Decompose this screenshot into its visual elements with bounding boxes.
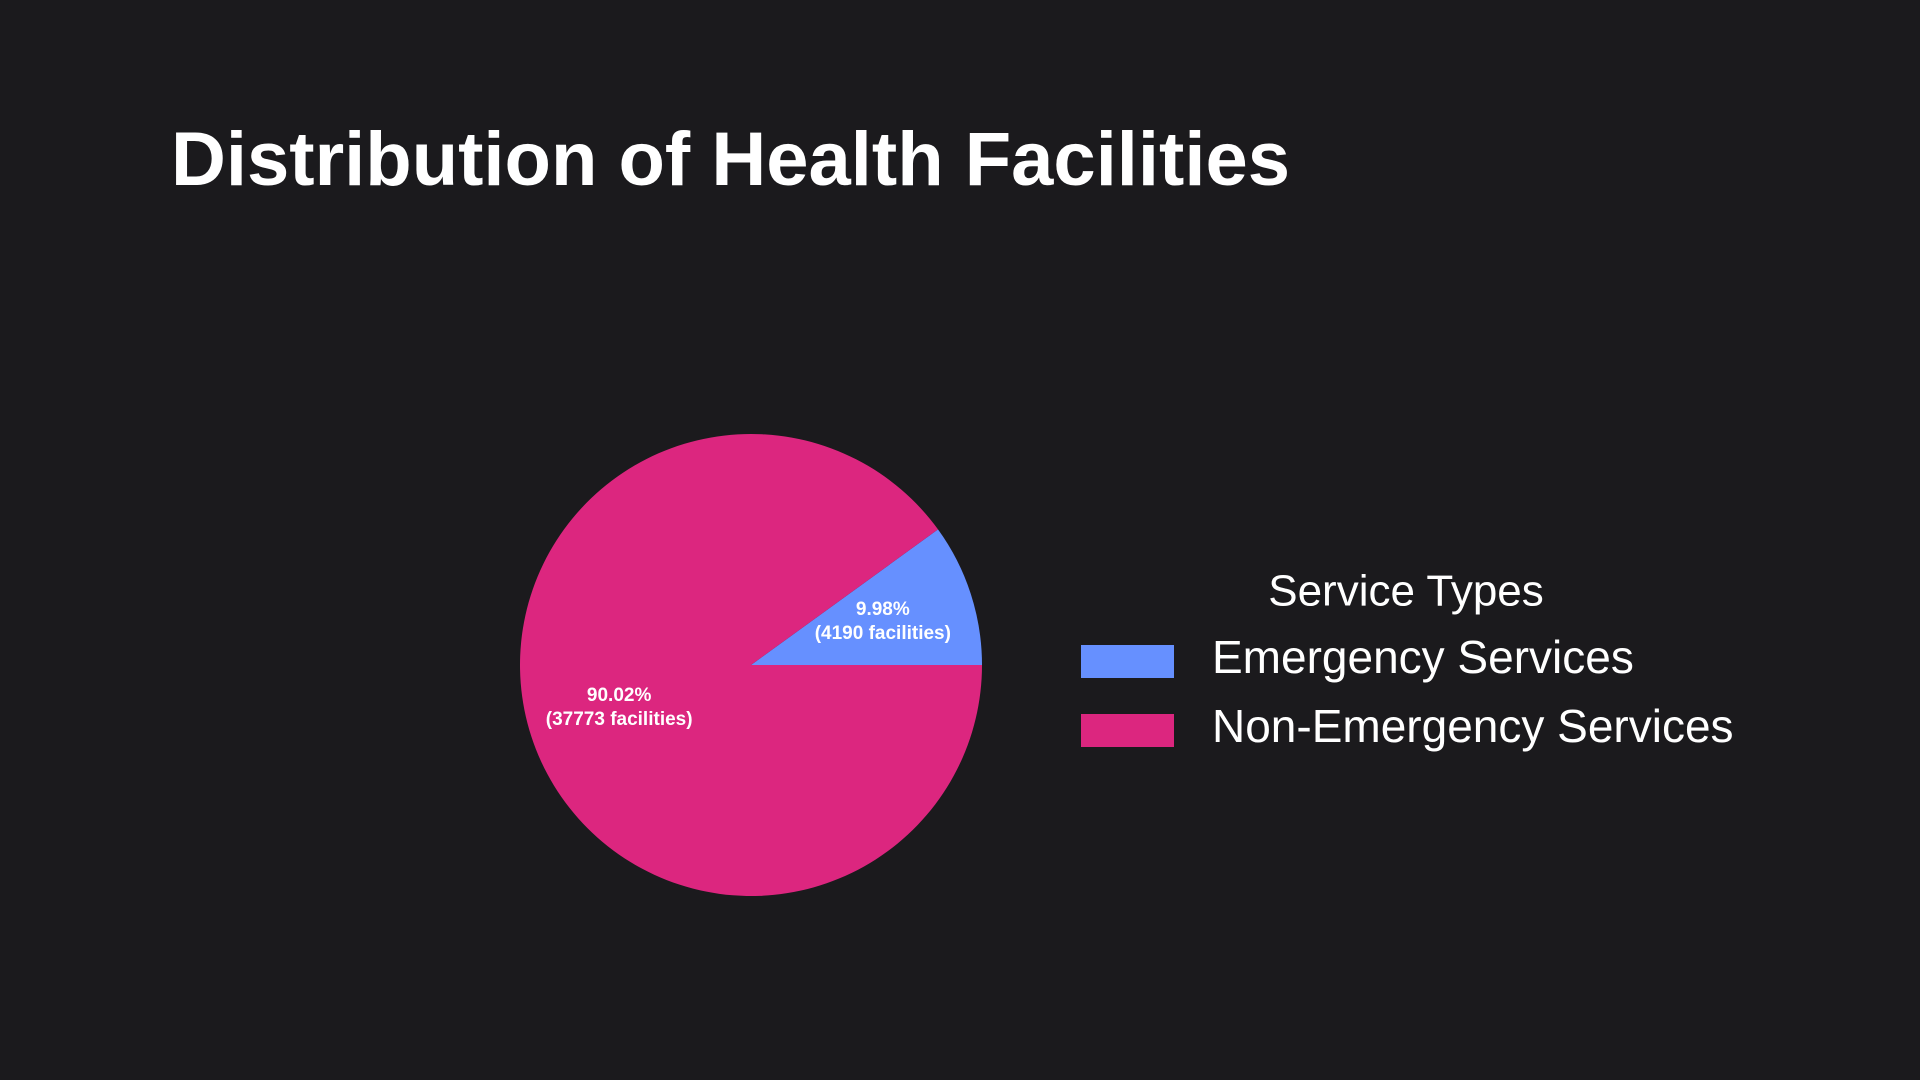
- pie-slice: [751, 529, 982, 665]
- legend-label: Emergency Services: [1212, 631, 1634, 683]
- data-label: 90.02%: [587, 685, 652, 706]
- legend: Service Types Emergency Services Non-Emer…: [1081, 567, 1734, 752]
- pie: 9.98% (4190 facilities) 90.02% (37773 facil…: [520, 434, 982, 897]
- legend-swatch: [1081, 645, 1174, 678]
- legend-swatch: [1081, 714, 1174, 747]
- data-label: 9.98%: [856, 599, 910, 620]
- pie-slice: [520, 434, 982, 897]
- legend-label: Non-Emergency Services: [1212, 700, 1734, 752]
- chart-title: Distribution of Health Facilities: [171, 117, 1290, 202]
- data-label: (4190 facilities): [815, 623, 951, 644]
- data-label: (37773 facilities): [546, 709, 693, 730]
- legend-title: Service Types: [1268, 567, 1544, 616]
